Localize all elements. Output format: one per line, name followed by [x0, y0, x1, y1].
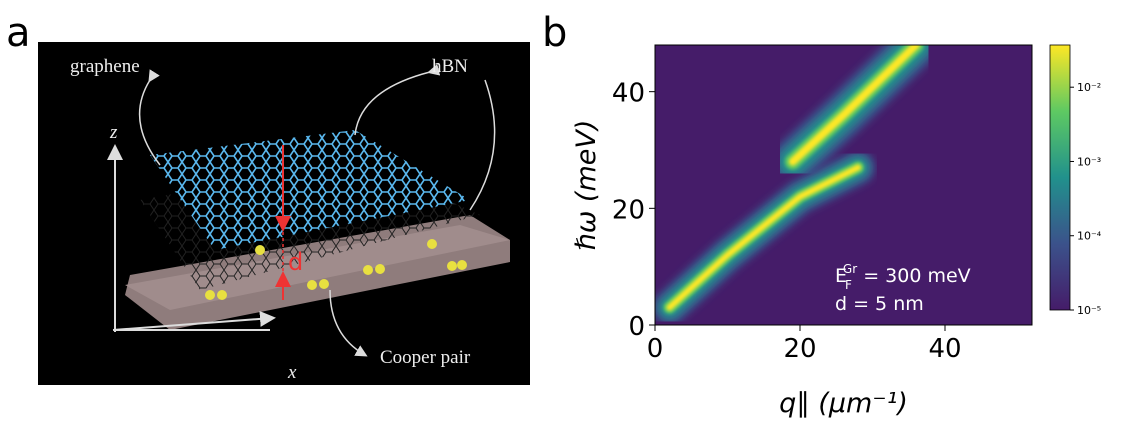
- colorbar-tick-label: 10⁻⁵: [1077, 304, 1101, 317]
- annotation-part: Gr: [843, 262, 857, 276]
- panel-label: b: [542, 10, 567, 56]
- y-tick-label: 40: [612, 79, 645, 109]
- y-tick-label: 0: [628, 312, 645, 342]
- x-axis-label: q∥ (μm⁻¹): [779, 388, 908, 419]
- colorbar-tick-label: 10⁻⁴: [1077, 230, 1102, 243]
- label: Cooper pair: [380, 347, 471, 368]
- label: d: [288, 248, 303, 276]
- x-tick-label: 0: [647, 334, 664, 364]
- colorbar-tick-label: 10⁻³: [1077, 155, 1101, 168]
- label: x: [287, 362, 297, 383]
- x-tick-label: 40: [928, 334, 961, 364]
- label: graphene: [70, 56, 140, 77]
- panel-label: a: [6, 10, 31, 56]
- colorbar-tick-label: 10⁻²: [1077, 81, 1101, 94]
- colorbar: [1050, 45, 1070, 310]
- annotation: d = 5 nm: [835, 293, 924, 315]
- y-tick-label: 20: [612, 195, 645, 225]
- annotation-part: = 300 meV: [857, 265, 971, 287]
- y-axis-label: ℏω (meV): [571, 120, 602, 251]
- label: hBN: [432, 56, 468, 77]
- figure: a graphene hBN z x d Cooper pair b 0 20 40…: [0, 0, 1132, 426]
- x-tick-label: 20: [783, 334, 816, 364]
- label: z: [109, 122, 118, 143]
- annotation-part: F: [845, 278, 852, 292]
